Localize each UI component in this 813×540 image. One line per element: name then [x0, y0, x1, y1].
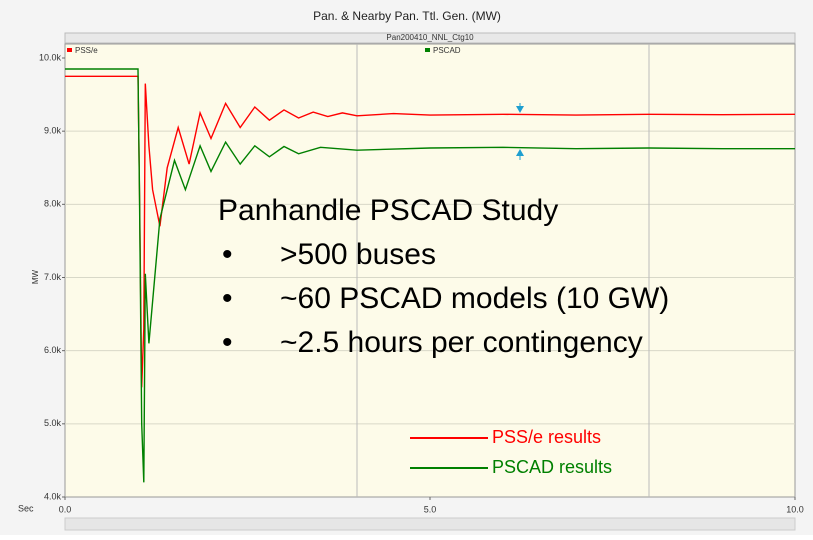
legend-swatch: [425, 48, 430, 52]
bullet-text: >500 buses: [280, 238, 436, 271]
y-tick-label: 8.0k: [44, 199, 62, 209]
chart-subtitle: Pan200410_NNL_Ctg10: [386, 33, 474, 42]
scrollbar[interactable]: [64, 517, 796, 531]
chart-title: Pan. & Nearby Pan. Ttl. Gen. (MW): [313, 9, 501, 23]
bullet-symbol: •: [222, 238, 233, 271]
series-line: [65, 75, 796, 388]
legend-swatch: [67, 48, 72, 52]
y-tick-label: 4.0k: [44, 491, 62, 501]
x-axis-label: Sec: [18, 503, 34, 513]
result-legend-label: PSCAD results: [492, 457, 612, 477]
plot-area: [64, 43, 796, 498]
bullet-symbol: •: [222, 282, 233, 315]
annotation-title: Panhandle PSCAD Study: [218, 194, 558, 227]
legend-label: PSCAD: [433, 46, 461, 55]
bullet-symbol: •: [222, 326, 233, 359]
bullet-text: ~2.5 hours per contingency: [280, 326, 643, 359]
y-tick-label: 5.0k: [44, 418, 62, 428]
y-axis-label: MW: [31, 269, 40, 284]
result-legend-label: PSS/e results: [492, 427, 601, 447]
annotation-arrowhead: [516, 106, 524, 113]
x-tick-label: 0.0: [59, 504, 72, 514]
y-tick-label: 10.0k: [39, 52, 62, 62]
y-tick-label: 9.0k: [44, 126, 62, 136]
x-tick-label: 10.0: [786, 504, 804, 514]
annotation-arrowhead: [516, 149, 524, 156]
x-tick-label: 5.0: [424, 504, 437, 514]
subtitle-bar: [64, 32, 796, 44]
y-tick-label: 6.0k: [44, 345, 62, 355]
bullet-text: ~60 PSCAD models (10 GW): [280, 282, 669, 315]
series-line: [65, 68, 795, 483]
legend-label: PSS/e: [75, 46, 98, 55]
y-tick-label: 7.0k: [44, 272, 62, 282]
